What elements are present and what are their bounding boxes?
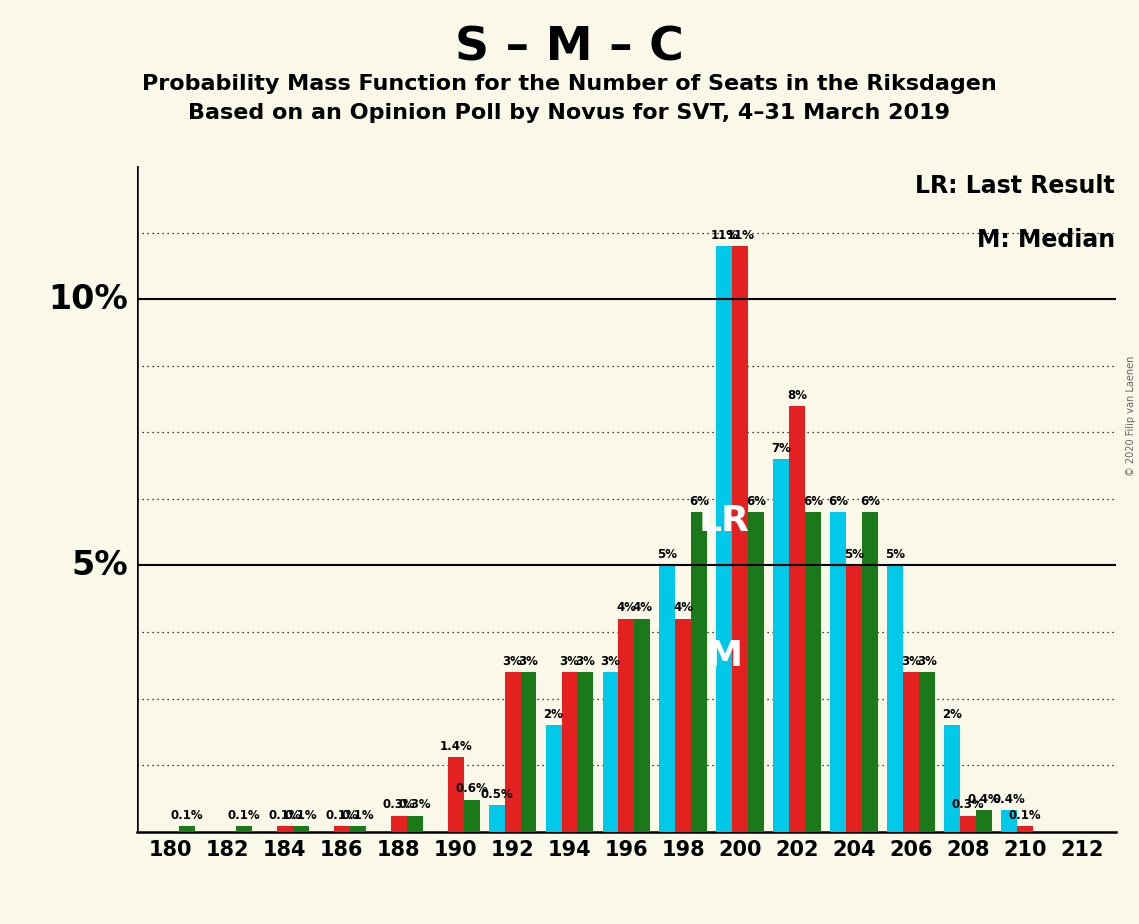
Text: 6%: 6% — [689, 495, 710, 508]
Text: LR: Last Result: LR: Last Result — [916, 175, 1115, 199]
Text: 6%: 6% — [860, 495, 880, 508]
Text: 11%: 11% — [711, 229, 738, 242]
Bar — [1017, 826, 1033, 832]
Text: 0.4%: 0.4% — [968, 793, 1000, 806]
Bar — [293, 826, 309, 832]
Bar — [334, 826, 350, 832]
Bar — [716, 246, 732, 832]
Bar — [562, 672, 577, 832]
Text: 7%: 7% — [771, 442, 792, 455]
Bar — [976, 810, 992, 832]
Text: 0.5%: 0.5% — [481, 788, 513, 801]
Bar — [773, 459, 789, 832]
Bar — [960, 816, 976, 832]
Bar — [748, 512, 764, 832]
Text: © 2020 Filip van Laenen: © 2020 Filip van Laenen — [1126, 356, 1136, 476]
Bar — [830, 512, 846, 832]
Text: 0.4%: 0.4% — [993, 793, 1025, 806]
Text: 1.4%: 1.4% — [440, 740, 472, 753]
Text: M: M — [706, 639, 743, 673]
Bar — [732, 246, 748, 832]
Text: 5%: 5% — [72, 549, 128, 582]
Text: S – M – C: S – M – C — [456, 26, 683, 71]
Text: 4%: 4% — [616, 602, 637, 614]
Bar — [236, 826, 252, 832]
Bar — [887, 565, 903, 832]
Bar — [603, 672, 618, 832]
Text: Based on an Opinion Poll by Novus for SVT, 4–31 March 2019: Based on an Opinion Poll by Novus for SV… — [188, 103, 951, 124]
Bar — [521, 672, 536, 832]
Bar — [407, 816, 423, 832]
Text: 3%: 3% — [600, 655, 621, 668]
Text: 11%: 11% — [727, 229, 754, 242]
Text: 0.3%: 0.3% — [399, 798, 431, 811]
Text: LR: LR — [699, 505, 749, 539]
Bar — [1001, 810, 1017, 832]
Bar — [846, 565, 862, 832]
Bar — [505, 672, 521, 832]
Text: 6%: 6% — [803, 495, 823, 508]
Text: 0.1%: 0.1% — [1009, 809, 1041, 822]
Text: 0.1%: 0.1% — [342, 809, 374, 822]
Bar — [464, 799, 480, 832]
Bar — [179, 826, 195, 832]
Text: 6%: 6% — [746, 495, 767, 508]
Text: 0.1%: 0.1% — [269, 809, 301, 822]
Text: 0.3%: 0.3% — [952, 798, 984, 811]
Text: 0.1%: 0.1% — [228, 809, 260, 822]
Bar — [919, 672, 935, 832]
Text: 2%: 2% — [942, 708, 962, 721]
Text: 0.1%: 0.1% — [171, 809, 203, 822]
Text: 8%: 8% — [787, 389, 808, 402]
Bar — [277, 826, 293, 832]
Bar — [448, 757, 464, 832]
Text: 10%: 10% — [48, 283, 128, 316]
Bar — [944, 725, 960, 832]
Text: 6%: 6% — [828, 495, 849, 508]
Bar — [903, 672, 919, 832]
Bar — [618, 619, 634, 832]
Text: 3%: 3% — [575, 655, 596, 668]
Bar — [391, 816, 407, 832]
Text: Probability Mass Function for the Number of Seats in the Riksdagen: Probability Mass Function for the Number… — [142, 74, 997, 94]
Text: 3%: 3% — [559, 655, 580, 668]
Bar — [862, 512, 878, 832]
Text: 3%: 3% — [901, 655, 921, 668]
Text: 5%: 5% — [885, 548, 906, 561]
Bar — [789, 406, 805, 832]
Text: 0.6%: 0.6% — [456, 783, 487, 796]
Bar — [546, 725, 562, 832]
Bar — [805, 512, 821, 832]
Text: 3%: 3% — [502, 655, 523, 668]
Bar — [634, 619, 650, 832]
Text: 0.1%: 0.1% — [326, 809, 358, 822]
Text: 3%: 3% — [917, 655, 937, 668]
Text: 2%: 2% — [543, 708, 564, 721]
Bar — [489, 805, 505, 832]
Text: 4%: 4% — [632, 602, 653, 614]
Text: 0.1%: 0.1% — [285, 809, 317, 822]
Text: 3%: 3% — [518, 655, 539, 668]
Bar — [675, 619, 691, 832]
Bar — [577, 672, 593, 832]
Bar — [691, 512, 707, 832]
Text: 5%: 5% — [657, 548, 678, 561]
Text: 5%: 5% — [844, 548, 865, 561]
Text: M: Median: M: Median — [977, 227, 1115, 251]
Text: 4%: 4% — [673, 602, 694, 614]
Bar — [350, 826, 366, 832]
Text: 0.3%: 0.3% — [383, 798, 415, 811]
Bar — [659, 565, 675, 832]
